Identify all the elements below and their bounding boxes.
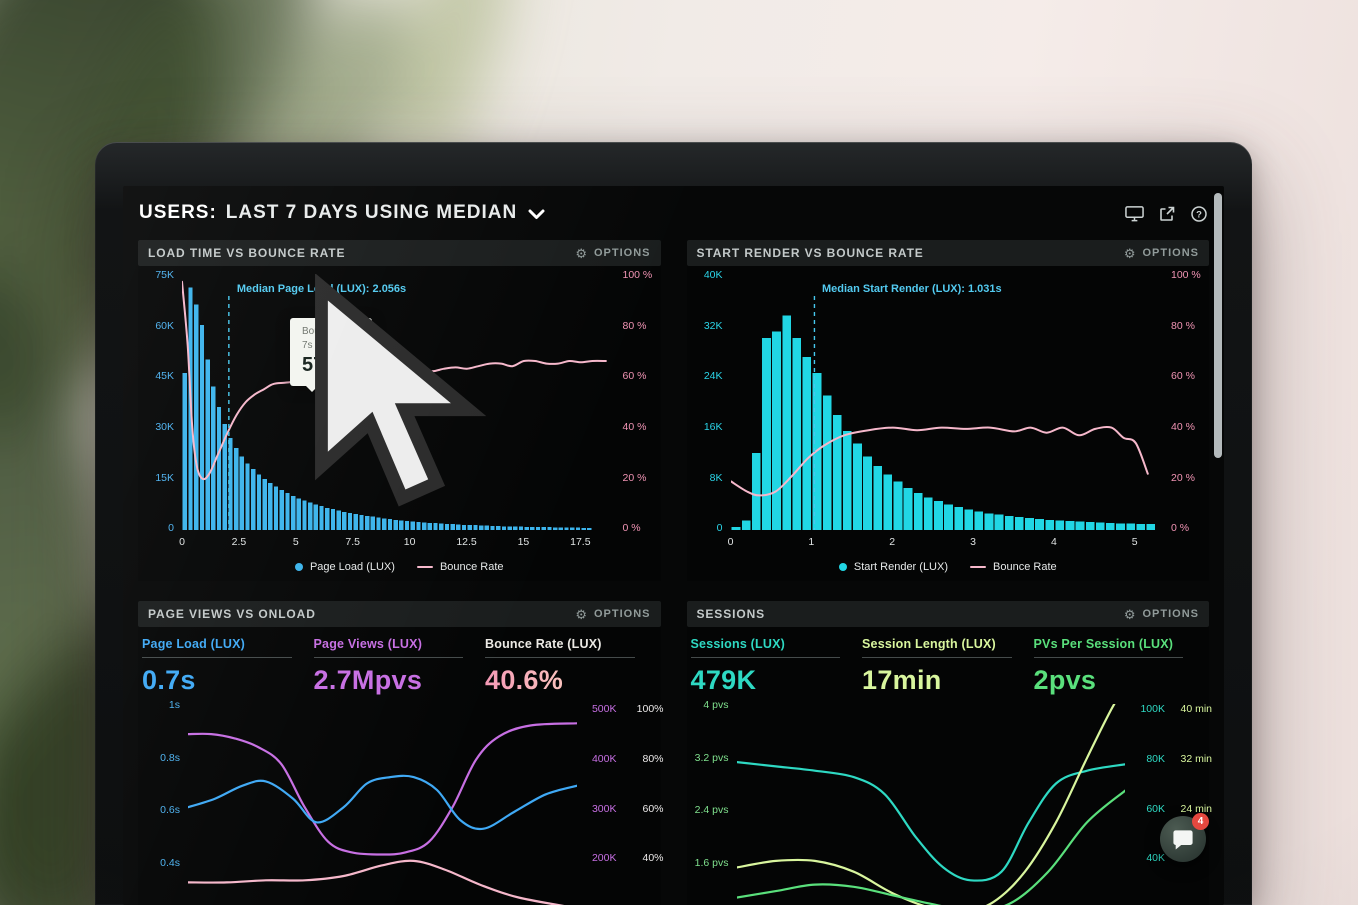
panel-header: LOAD TIME VS BOUNCE RATE ⚙ OPTIONS — [138, 240, 661, 266]
metric-pvs-per-session: PVs Per Session (LUX) 2pvs — [1033, 637, 1206, 696]
header-toolbar: ? — [1125, 205, 1208, 222]
load-time-histogram[interactable]: Bounce Rate 7s 57.1% Median Page Load (L… — [182, 274, 615, 530]
legend-item-start-render[interactable]: Start Render (LUX) — [838, 561, 948, 573]
page-title-range: LAST 7 DAYS USING MEDIAN — [225, 202, 518, 223]
options-label: OPTIONS — [593, 247, 651, 259]
mouse-cursor — [315, 274, 487, 507]
y-axis-right: 500K 100% 400K 80% 300K 60% 200K 40% — [591, 703, 664, 865]
panel-header: PAGE VIEWS VS ONLOAD ⚙ OPTIONS — [138, 601, 661, 627]
line-chart-svg — [736, 704, 1125, 905]
options-label: OPTIONS — [593, 608, 651, 620]
gear-icon: ⚙ — [1123, 245, 1137, 261]
x-axis: 0 2.5 5 7.5 10 12.5 15 17.5 — [179, 536, 591, 548]
y-axis-left: 75K 60K 45K 30K 15K 0 — [155, 269, 174, 535]
chart-area: 4 pvs 3.2 pvs 2.4 pvs 1.6 pvs 100K 40 min 80K… — [687, 698, 1212, 905]
panel-title: LOAD TIME VS BOUNCE RATE — [148, 246, 346, 260]
start-render-histogram[interactable]: Median Start Render (LUX): 1.031s — [730, 274, 1164, 530]
panel-header: START RENDER VS BOUNCE RATE ⚙ OPTIONS — [686, 240, 1209, 266]
metrics-row: Sessions (LUX) 479K Session Length (LUX)… — [687, 627, 1210, 698]
metric-underline — [485, 657, 635, 658]
y-axis-right: 100 % 80 % 60 % 40 % 20 % 0 % — [622, 269, 653, 535]
sessions-line-chart[interactable] — [736, 704, 1125, 905]
tooltip-x-value: 7s — [302, 340, 313, 351]
metric-underline — [142, 657, 292, 658]
metric-page-views: Page Views (LUX) 2.7Mpvs — [313, 637, 486, 696]
metric-session-length: Session Length (LUX) 17min — [862, 637, 1034, 696]
y-axis-left: 4 pvs 3.2 pvs 2.4 pvs 1.6 pvs — [694, 699, 729, 869]
dashboard-screen: USERS: LAST 7 DAYS USING MEDIAN ? — [123, 186, 1224, 905]
histogram-svg — [730, 296, 1155, 530]
y-axis-right: 100 % 80 % 60 % 40 % 20 % 0 % — [1171, 269, 1201, 535]
svg-text:?: ? — [1196, 209, 1202, 220]
metric-underline — [313, 657, 463, 658]
y-axis-right: 100K 40 min 80K 32 min 60K 24 min 40K — [1140, 703, 1212, 865]
y-axis-left: 40K 32K 24K 16K 8K 0 — [703, 269, 723, 535]
options-label: OPTIONS — [1142, 247, 1199, 259]
panel-sessions: SESSIONS ⚙ OPTIONS Sessions (LUX) 479K — [686, 601, 1212, 905]
chat-bubble-icon — [1173, 830, 1193, 850]
gear-icon: ⚙ — [1123, 606, 1137, 622]
legend: Page Load (LUX) Bounce Rate — [138, 557, 661, 577]
panel-title: START RENDER VS BOUNCE RATE — [696, 246, 924, 260]
panel-grid: LOAD TIME VS BOUNCE RATE ⚙ OPTIONS 75K 60… — [123, 238, 1224, 905]
gear-icon: ⚙ — [575, 606, 588, 622]
panel-page-views-vs-onload: PAGE VIEWS VS ONLOAD ⚙ OPTIONS Page Load… — [138, 601, 664, 905]
metric-sessions: Sessions (LUX) 479K — [690, 637, 863, 696]
page-title: USERS: LAST 7 DAYS USING MEDIAN — [139, 202, 1208, 224]
chart-area: 40K 32K 24K 16K 8K 0 Median Start Render (LUX… — [687, 266, 1210, 535]
y-axis-left: 1s 0.8s 0.6s 0.4s — [160, 699, 180, 869]
laptop: USERS: LAST 7 DAYS USING MEDIAN ? — [95, 142, 1252, 905]
legend: Start Render (LUX) Bounce Rate — [687, 557, 1210, 577]
panel-header: SESSIONS ⚙ OPTIONS — [686, 601, 1209, 627]
line-chart-svg — [188, 722, 577, 905]
chevron-down-icon[interactable] — [528, 209, 545, 220]
panel-title: SESSIONS — [696, 607, 766, 621]
legend-item-page-load[interactable]: Page Load (LUX) — [294, 561, 395, 573]
series-dot — [838, 563, 847, 571]
help-icon[interactable]: ? — [1189, 205, 1208, 222]
options-button[interactable]: ⚙ OPTIONS — [1124, 608, 1199, 621]
options-label: OPTIONS — [1142, 608, 1199, 620]
metric-underline — [690, 657, 840, 658]
metrics-row: Page Load (LUX) 0.7s Page Views (LUX) 2.… — [138, 627, 661, 698]
panel-start-render-vs-bounce-rate: START RENDER VS BOUNCE RATE ⚙ OPTIONS 40… — [686, 240, 1210, 581]
options-button[interactable]: ⚙ OPTIONS — [1124, 247, 1199, 260]
metric-bounce-rate: Bounce Rate (LUX) 40.6% — [485, 637, 657, 696]
legend-item-bounce-rate[interactable]: Bounce Rate — [970, 561, 1057, 573]
gear-icon: ⚙ — [575, 245, 588, 261]
panel-title: PAGE VIEWS VS ONLOAD — [148, 607, 316, 621]
dashboard-header: USERS: LAST 7 DAYS USING MEDIAN ? — [123, 186, 1224, 238]
page-views-line-chart[interactable] — [188, 704, 577, 905]
metric-underline — [862, 657, 1012, 658]
display-icon[interactable] — [1125, 205, 1144, 222]
metric-page-load: Page Load (LUX) 0.7s — [142, 637, 314, 696]
notification-badge: 4 — [1192, 813, 1209, 830]
options-button[interactable]: ⚙ OPTIONS — [575, 608, 650, 621]
chat-launcher-button[interactable]: 4 — [1160, 813, 1209, 862]
options-button[interactable]: ⚙ OPTIONS — [575, 247, 650, 260]
series-line — [970, 565, 987, 569]
median-annotation: Median Start Render (LUX): 1.031s — [821, 283, 1002, 295]
panel-load-time-vs-bounce-rate: LOAD TIME VS BOUNCE RATE ⚙ OPTIONS 75K 60… — [138, 240, 661, 581]
series-line — [416, 565, 433, 569]
metric-underline — [1033, 657, 1183, 658]
share-icon[interactable] — [1157, 205, 1176, 222]
scrollbar-thumb[interactable] — [1214, 193, 1222, 458]
chart-area: 1s 0.8s 0.6s 0.4s 500K 100% 400K 80% 300K 60% 200… — [138, 698, 664, 905]
legend-item-bounce-rate[interactable]: Bounce Rate — [416, 561, 504, 573]
series-dot — [294, 563, 303, 571]
page-title-users: USERS: — [139, 202, 217, 223]
